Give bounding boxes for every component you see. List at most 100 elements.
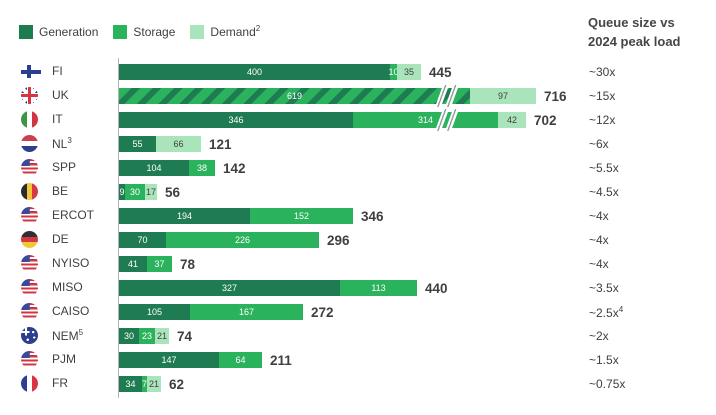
- total-label: 62: [169, 376, 185, 392]
- row-label: CAISO: [52, 304, 90, 318]
- legend-item-demand: Demand2: [190, 24, 260, 39]
- segment-value-label: 113: [371, 283, 386, 293]
- row-label: SPP: [52, 160, 77, 174]
- bar-group: 194 152 346: [119, 208, 384, 224]
- segment-value-label: 30: [129, 187, 140, 197]
- queue-ratio: ~5.5x: [589, 161, 619, 175]
- queue-ratio: ~6x: [589, 137, 609, 151]
- total-label: 716: [544, 88, 567, 104]
- segment-value-label: 66: [173, 139, 184, 149]
- total-label: 121: [209, 136, 232, 152]
- bar-group: 104 38 142: [119, 160, 246, 176]
- bar-group: 346 314 42 702: [119, 109, 557, 131]
- segment-value-label: 41: [127, 259, 138, 269]
- chart-row: ERCOT 194 152 346 ~4x: [0, 204, 716, 228]
- bar-segment-generation: 41: [119, 256, 147, 272]
- bar-group: 9 30 17 56: [119, 184, 180, 200]
- queue-ratio: ~12x: [589, 113, 616, 127]
- bar-segment-generation: 346: [119, 112, 353, 128]
- bar-segment-demand: 21: [155, 328, 169, 344]
- chart-row: CAISO 105 167 272 ~2.5x4: [0, 300, 716, 324]
- bar-segment-storage: 167: [190, 304, 303, 320]
- segment-value-label: 9: [119, 187, 125, 197]
- bar-segment-demand: 17: [145, 184, 157, 200]
- chart-row: UK 619 97 716 ~15x: [0, 84, 716, 108]
- bar-segment-generation: 147: [119, 352, 219, 368]
- usa-flag-icon: [21, 159, 38, 176]
- uk-flag-icon: [21, 87, 38, 104]
- germany-flag-icon: [21, 231, 38, 248]
- segment-value-label: 64: [235, 355, 246, 365]
- axis-break-mark: [434, 109, 461, 131]
- chart-rows: FI 400 10 35 445 ~30x UK 619 97 716 ~15x IT 346 314 42…: [0, 60, 716, 396]
- queue-ratio: ~2x: [589, 329, 609, 343]
- bar-group: 400 10 35 445: [119, 64, 452, 80]
- bar-segment-demand: 21: [147, 376, 161, 392]
- bar-group: 41 37 78: [119, 256, 195, 272]
- segment-value-label: 10: [388, 67, 399, 77]
- bar-segment-storage: 10: [388, 64, 399, 80]
- bar-segment-storage: 113: [340, 280, 417, 296]
- segment-value-label: 37: [154, 259, 165, 269]
- bar-segment-generation: 55: [119, 136, 156, 152]
- value-axis-line: [118, 58, 119, 398]
- bar-segment-generation: 104: [119, 160, 189, 176]
- segment-value-label: 7: [142, 379, 148, 389]
- row-label: MISO: [52, 280, 83, 294]
- queue-ratio: ~2.5x4: [589, 305, 624, 320]
- total-label: 74: [177, 328, 193, 344]
- bar-segment-storage: 30: [125, 184, 145, 200]
- usa-flag-icon: [21, 303, 38, 320]
- bar-segment-storage: 64: [219, 352, 262, 368]
- queue-size-header: Queue size vs 2024 peak load: [588, 14, 681, 52]
- legend-label: Generation: [39, 25, 99, 39]
- australia-flag-icon: [21, 327, 38, 344]
- segment-value-label: 35: [403, 67, 414, 77]
- segment-value-label: 346: [228, 115, 244, 125]
- usa-flag-icon: [21, 279, 38, 296]
- bar-segment-storage: 23: [139, 328, 155, 344]
- bar-segment-generation: 9: [119, 184, 125, 200]
- row-label: IT: [52, 112, 63, 126]
- bar-segment-storage: 314: [353, 112, 498, 128]
- row-label: UK: [52, 88, 69, 102]
- chart-row: DE 70 226 296 ~4x: [0, 228, 716, 252]
- total-label: 702: [534, 112, 557, 128]
- total-label: 346: [361, 208, 384, 224]
- bar-segment-storage: 37: [147, 256, 172, 272]
- bar-segment-generation: 400: [119, 64, 390, 80]
- queue-ratio: ~4x: [589, 233, 609, 247]
- legend-item-generation: Generation: [19, 24, 98, 39]
- queue-ratio: ~4x: [589, 257, 609, 271]
- bar-group: 34 7 21 62: [119, 376, 184, 392]
- row-label: NL3: [52, 136, 72, 151]
- segment-value-label: 105: [146, 307, 163, 317]
- segment-value-label: 55: [132, 139, 143, 149]
- storage-swatch-icon: [113, 24, 128, 39]
- segment-value-label: 42: [506, 115, 517, 125]
- chart-row: PJM 147 64 211 ~1.5x: [0, 348, 716, 372]
- bar-segment-demand: 97: [470, 88, 536, 104]
- axis-break-mark: [434, 85, 461, 107]
- total-label: 272: [311, 304, 334, 320]
- legend-label: Demand2: [210, 24, 261, 39]
- segment-value-label: 619: [286, 91, 303, 101]
- bar-segment-generation_storage: 619: [119, 88, 470, 104]
- segment-value-label: 30: [123, 331, 134, 341]
- segment-value-label: 34: [125, 379, 136, 389]
- chart-row: MISO 327 113 440 ~3.5x: [0, 276, 716, 300]
- row-label: DE: [52, 232, 69, 246]
- chart-row: NL3 55 66 121 ~6x: [0, 132, 716, 156]
- queue-ratio: ~30x: [589, 65, 616, 79]
- segment-value-label: 70: [137, 235, 148, 245]
- segment-value-label: 167: [238, 307, 255, 317]
- italy-flag-icon: [21, 111, 38, 128]
- bar-segment-generation: 105: [119, 304, 190, 320]
- chart-legend: Generation Storage Demand2: [19, 24, 260, 39]
- segment-value-label: 314: [417, 115, 434, 125]
- segment-value-label: 327: [221, 283, 238, 293]
- chart-row: BE 9 30 17 56 ~4.5x: [0, 180, 716, 204]
- row-label: PJM: [52, 352, 76, 366]
- queue-header-line2: 2024 peak load: [588, 33, 681, 49]
- total-label: 142: [223, 160, 246, 176]
